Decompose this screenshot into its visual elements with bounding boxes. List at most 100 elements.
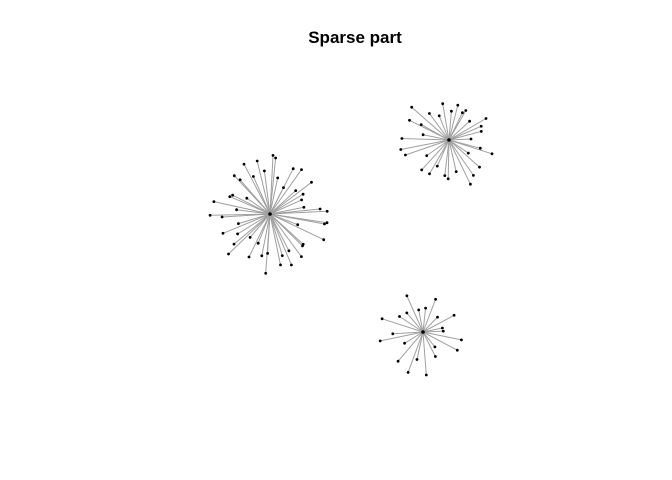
edge xyxy=(236,209,271,215)
edge xyxy=(269,187,284,215)
leaf-node xyxy=(484,117,488,120)
edge xyxy=(420,124,450,141)
leaf-node xyxy=(468,119,471,123)
leaf-node xyxy=(282,186,285,190)
leaf-node xyxy=(279,263,282,267)
leaf-node xyxy=(271,154,275,157)
medium-star-cluster xyxy=(399,102,494,186)
edge xyxy=(448,125,482,141)
leaf-node xyxy=(325,221,329,225)
edge xyxy=(269,199,302,215)
leaf-node xyxy=(441,329,445,333)
edge xyxy=(228,213,271,255)
leaf-node xyxy=(301,192,305,196)
leaf-node xyxy=(464,109,468,112)
edge xyxy=(238,213,271,225)
leaf-node xyxy=(238,178,242,182)
edge xyxy=(416,331,424,360)
edge xyxy=(269,213,281,266)
edge xyxy=(422,134,450,141)
edge xyxy=(448,110,467,141)
leaf-node xyxy=(460,338,463,342)
edge xyxy=(233,213,271,245)
leaf-node xyxy=(310,180,313,184)
edge xyxy=(421,139,450,171)
leaf-node xyxy=(280,254,284,257)
edge xyxy=(448,120,470,141)
edge xyxy=(401,138,450,141)
leaf-node xyxy=(318,207,322,211)
leaf-node xyxy=(403,341,406,345)
edge xyxy=(406,295,424,333)
leaf-node xyxy=(450,109,453,113)
edge xyxy=(222,213,271,234)
edge xyxy=(448,139,469,154)
edge xyxy=(261,213,271,256)
edge xyxy=(406,312,424,333)
leaf-node xyxy=(300,255,303,258)
leaf-node xyxy=(242,162,246,166)
edge xyxy=(422,331,436,357)
leaf-node xyxy=(490,152,494,156)
leaf-node xyxy=(290,263,293,267)
leaf-node xyxy=(260,254,264,258)
leaf-node xyxy=(325,209,329,213)
leaf-node xyxy=(428,112,431,115)
leaf-node xyxy=(469,137,473,141)
leaf-node xyxy=(441,102,445,106)
hub-node xyxy=(421,330,425,334)
edge xyxy=(404,331,424,344)
leaf-node xyxy=(472,174,475,177)
leaf-node xyxy=(417,308,421,312)
leaf-node xyxy=(428,172,431,176)
edge xyxy=(237,213,271,235)
edge xyxy=(400,139,450,150)
leaf-node xyxy=(256,241,260,245)
edge xyxy=(269,177,279,215)
edge xyxy=(407,331,424,373)
edge xyxy=(422,308,427,333)
leaf-node xyxy=(399,148,403,151)
edge xyxy=(269,208,321,215)
edge xyxy=(249,213,271,238)
edge xyxy=(248,213,271,258)
leaf-node xyxy=(227,252,230,256)
leaf-node xyxy=(296,223,300,227)
plot-title: Sparse part xyxy=(308,28,402,47)
edge xyxy=(269,213,290,252)
edge xyxy=(426,139,450,157)
leaf-node xyxy=(446,177,450,181)
leaf-node xyxy=(212,200,216,204)
edge xyxy=(448,139,480,168)
leaf-node xyxy=(437,114,441,118)
leaf-node xyxy=(396,359,400,363)
leaf-node xyxy=(300,168,303,172)
edge xyxy=(246,197,271,215)
leaf-node xyxy=(322,238,326,242)
edge xyxy=(269,193,304,215)
leaf-node xyxy=(410,105,414,109)
edge xyxy=(422,316,438,333)
leaf-node xyxy=(287,249,291,253)
edge xyxy=(269,213,324,241)
edge xyxy=(448,139,471,185)
leaf-node xyxy=(391,332,395,336)
leaf-node xyxy=(478,146,482,150)
leaf-node xyxy=(380,317,384,321)
edge xyxy=(422,327,443,333)
edge xyxy=(243,163,271,215)
edge xyxy=(269,181,312,215)
edge xyxy=(405,139,450,156)
leaf-node xyxy=(236,232,240,236)
edge xyxy=(232,194,271,215)
edge xyxy=(442,103,450,141)
edge xyxy=(263,170,271,215)
edge xyxy=(399,316,424,333)
leaf-node xyxy=(301,244,304,248)
edge xyxy=(448,130,482,141)
edge xyxy=(397,331,424,362)
edge xyxy=(265,213,271,274)
leaf-node xyxy=(231,193,235,197)
leaf-node xyxy=(424,306,427,310)
edge xyxy=(448,139,493,155)
